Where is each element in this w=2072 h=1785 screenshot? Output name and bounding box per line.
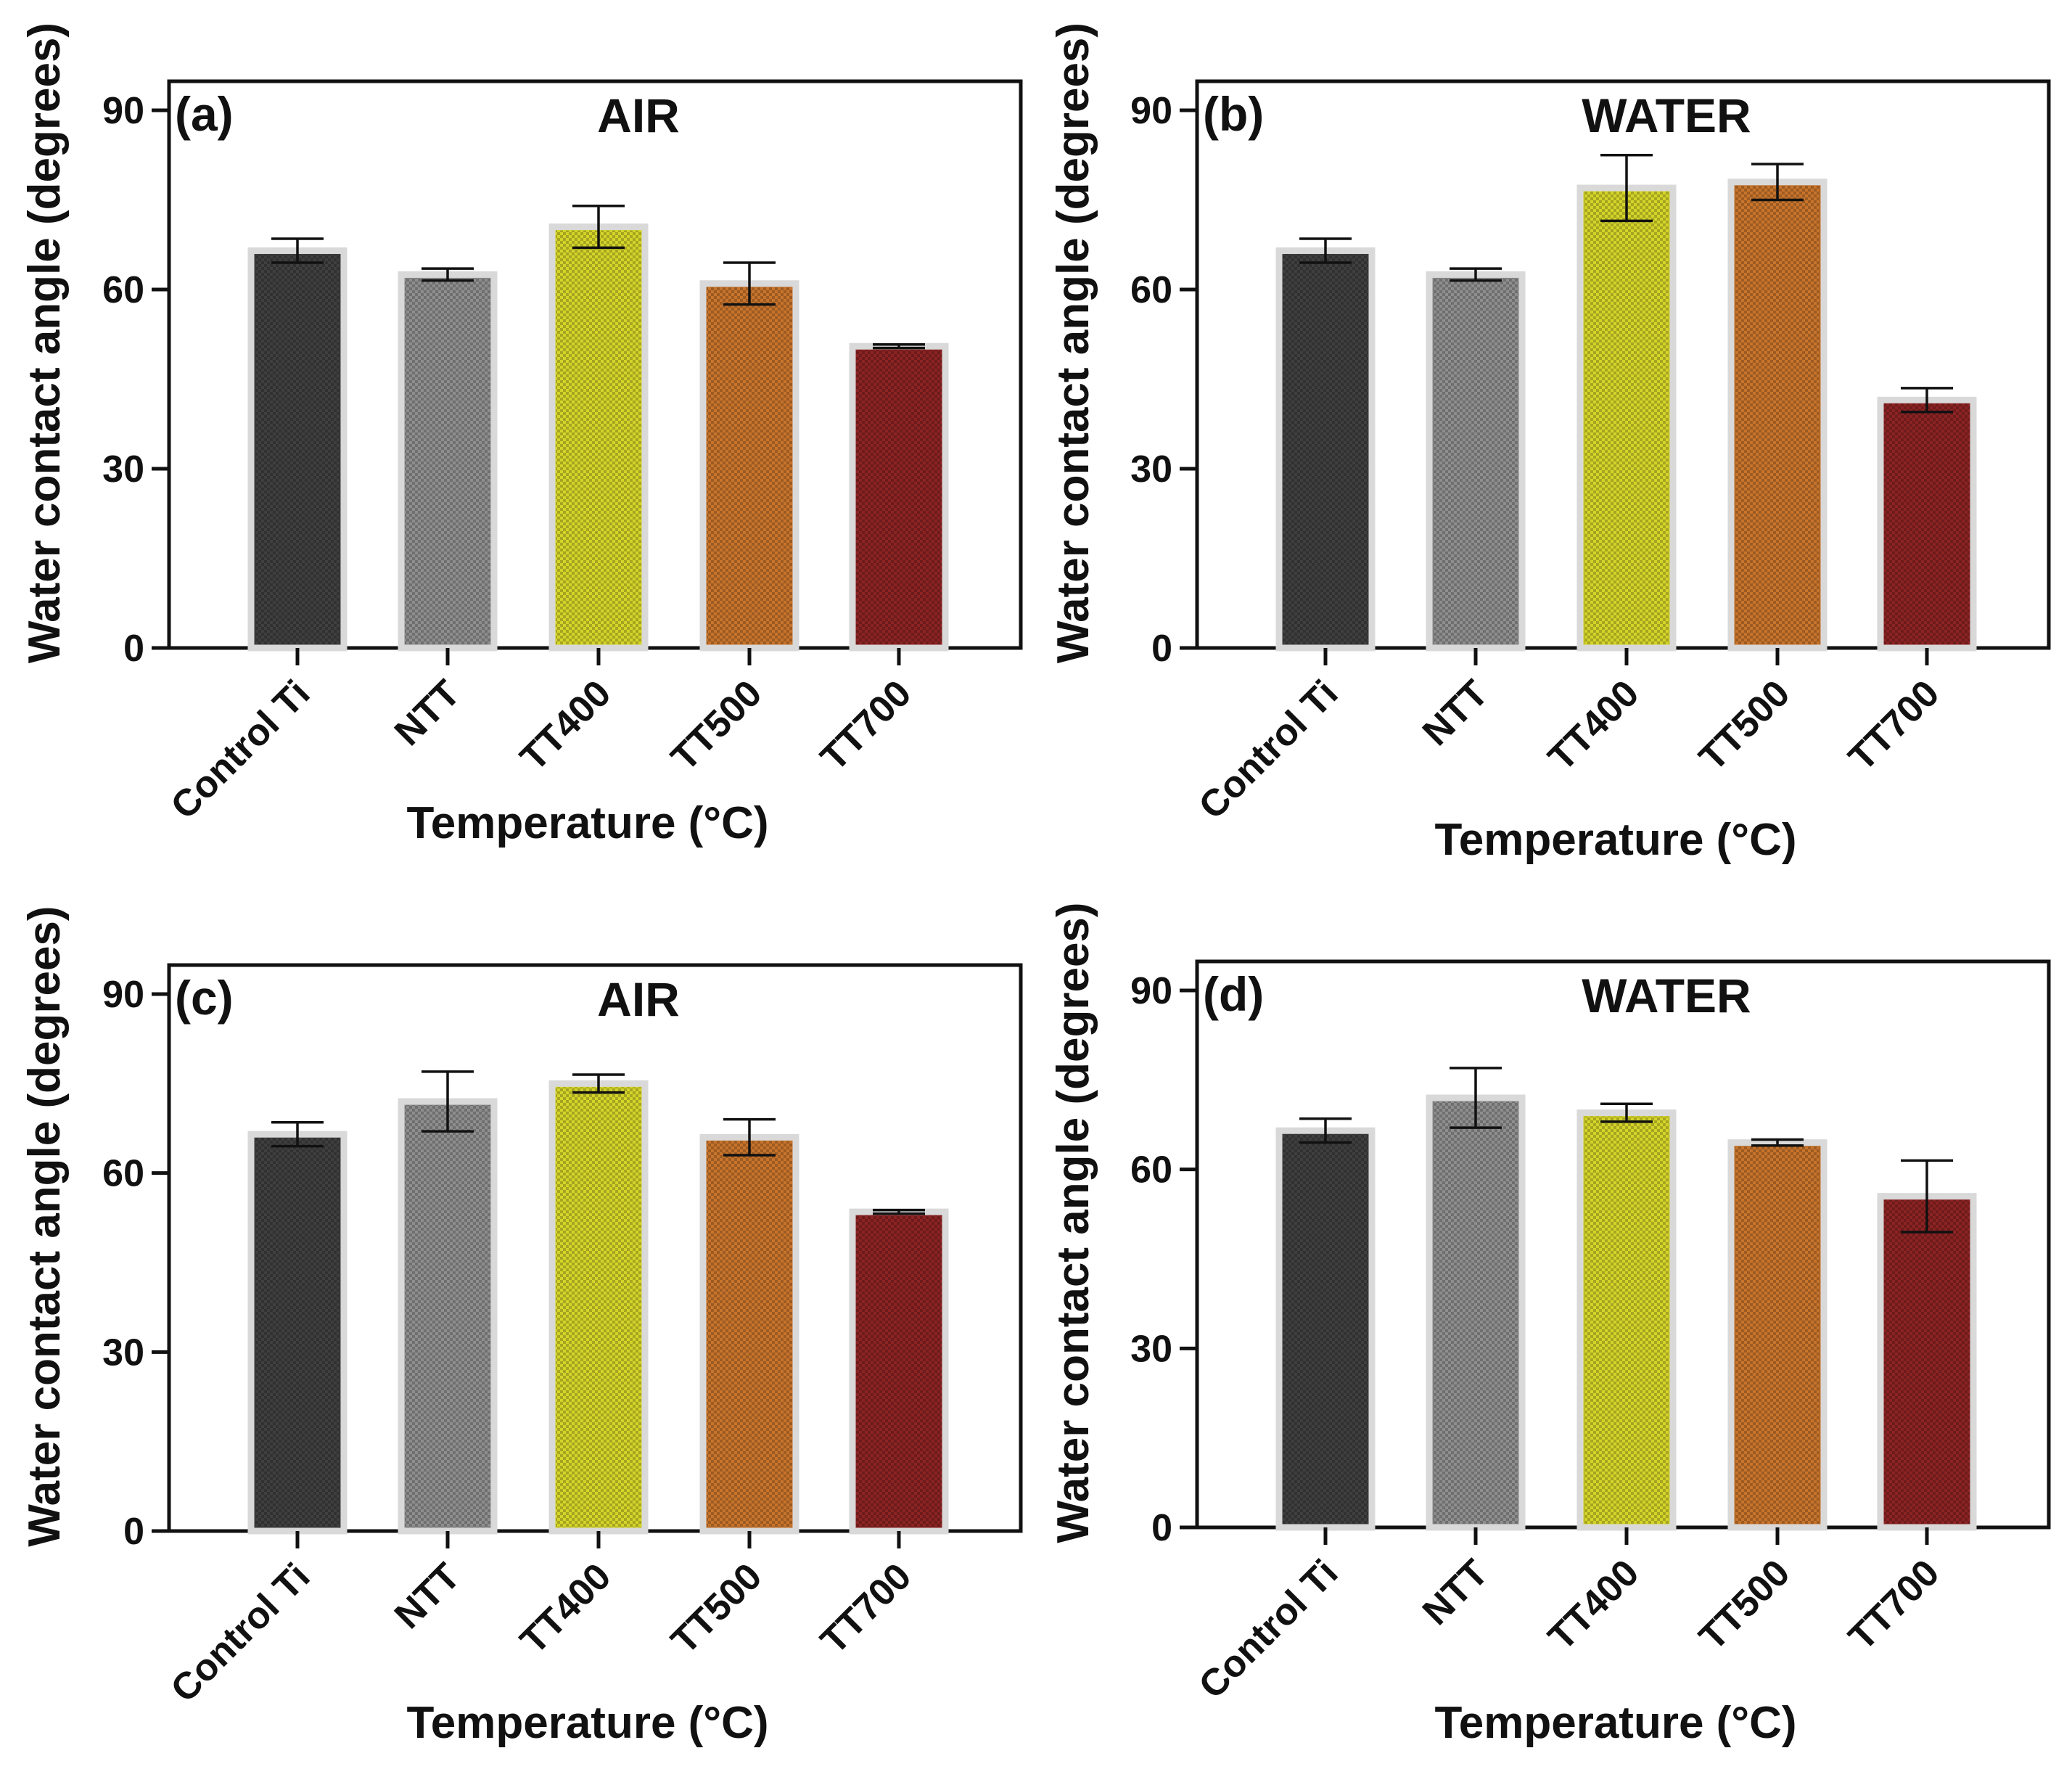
bar-texture [1584,192,1669,644]
y-tick-label: 0 [1151,628,1172,670]
bar-texture [1884,403,1970,644]
panel-letter: (a) [175,87,234,141]
bar-texture [255,1138,340,1527]
x-category-label: TT400 [512,1555,619,1662]
chart-panel-1: 0 30 60 90 Control Ti NTT TT400 TT500 TT700 (a) AI… [20,22,1023,848]
x-category-label: NTT [1415,672,1497,754]
panel-title: AIR [597,89,680,142]
error-bar [1751,1138,1804,1147]
x-category-label: Control Ti [1191,1551,1347,1707]
error-bar [723,1117,776,1157]
bar-texture [255,254,340,644]
x-category-label: TT700 [1841,1551,1947,1658]
x-category-label: TT400 [1540,672,1647,779]
error-bar [271,237,324,264]
y-tick-label: 60 [102,269,144,311]
error-bar [1450,1067,1502,1129]
bar-texture [856,350,942,644]
y-tick-label: 30 [102,1331,144,1374]
bar-texture [1884,1199,1970,1524]
error-bar [1450,267,1502,282]
error-bar [873,342,925,350]
error-bar [271,1121,324,1148]
panel-letter: (c) [175,971,234,1025]
x-category-label: Control Ti [163,672,318,827]
y-tick-label: 60 [1130,1149,1172,1191]
error-bar [1299,237,1352,264]
bar-texture [1735,185,1820,645]
error-bar [572,1073,625,1094]
x-axis-label: Temperature (°C) [1434,1698,1796,1748]
x-category-label: NTT [387,1555,469,1637]
y-tick-label: 0 [123,628,144,670]
error-bar [422,1070,474,1133]
panel-title: WATER [1582,969,1751,1022]
x-category-label: NTT [387,672,469,754]
bar-texture [556,1087,641,1527]
x-category-label: NTT [1415,1551,1497,1633]
bar-texture [856,1215,942,1527]
x-category-label: TT500 [1691,672,1798,779]
x-category-label: TT500 [1691,1551,1798,1658]
panel-title: WATER [1582,89,1751,142]
bar-texture [405,1105,490,1527]
chart-panel-4: 0 30 60 90 Control Ti NTT TT400 TT500 TT700 (d) WA… [1048,902,2051,1748]
error-bar [422,267,474,282]
y-axis-label: Water contact angle (degrees) [20,22,70,663]
error-bar [1299,1117,1352,1144]
bar-texture [556,230,641,644]
bar-texture [405,278,490,644]
y-axis-label: Water contact angle (degrees) [1048,902,1098,1543]
y-axis-label: Water contact angle (degrees) [20,906,70,1546]
error-bar [1600,1102,1653,1123]
error-bar [1901,1159,1953,1234]
y-tick-label: 0 [123,1511,144,1553]
bar-texture [1283,1134,1368,1524]
y-tick-label: 90 [102,974,144,1016]
error-bar [1901,387,1953,414]
bar-texture [1283,254,1368,644]
x-category-label: TT500 [663,672,770,779]
bar-texture [1433,278,1518,644]
x-category-label: TT400 [512,672,619,779]
y-tick-label: 60 [102,1153,144,1195]
panel-letter: (d) [1203,967,1264,1021]
x-category-label: Control Ti [163,1555,318,1710]
bar-texture [1433,1101,1518,1524]
x-axis-label: Temperature (°C) [1434,815,1796,865]
x-category-label: TT700 [813,1555,919,1662]
error-bar [572,204,625,250]
x-category-label: TT700 [1841,672,1947,779]
bar-texture [1735,1146,1820,1524]
bar-texture [707,1141,792,1527]
error-bar [873,1208,925,1215]
chart-panel-3: 0 30 60 90 Control Ti NTT TT400 TT500 TT700 (c) AI… [20,906,1023,1748]
error-bar [723,261,776,306]
y-axis-label: Water contact angle (degrees) [1048,22,1098,663]
panel-title: AIR [597,972,680,1026]
y-tick-label: 90 [102,90,144,132]
chart-panel-2: 0 30 60 90 Control Ti NTT TT400 TT500 TT700 (b) WA… [1048,22,2051,865]
y-tick-label: 60 [1130,269,1172,311]
y-tick-label: 90 [1130,90,1172,132]
y-tick-label: 30 [1130,1328,1172,1370]
y-tick-label: 90 [1130,970,1172,1012]
x-category-label: TT500 [663,1555,770,1662]
x-category-label: TT400 [1540,1551,1647,1658]
x-category-label: TT700 [813,672,919,779]
y-tick-label: 0 [1151,1507,1172,1549]
bar-texture [1584,1116,1669,1524]
x-category-label: Control Ti [1191,672,1347,827]
error-bar [1600,154,1653,223]
panel-letter: (b) [1203,87,1264,141]
y-tick-label: 30 [1130,448,1172,491]
x-axis-label: Temperature (°C) [406,1698,768,1748]
error-bar [1751,163,1804,202]
y-tick-label: 30 [102,448,144,491]
x-axis-label: Temperature (°C) [406,798,768,848]
bar-texture [707,287,792,644]
